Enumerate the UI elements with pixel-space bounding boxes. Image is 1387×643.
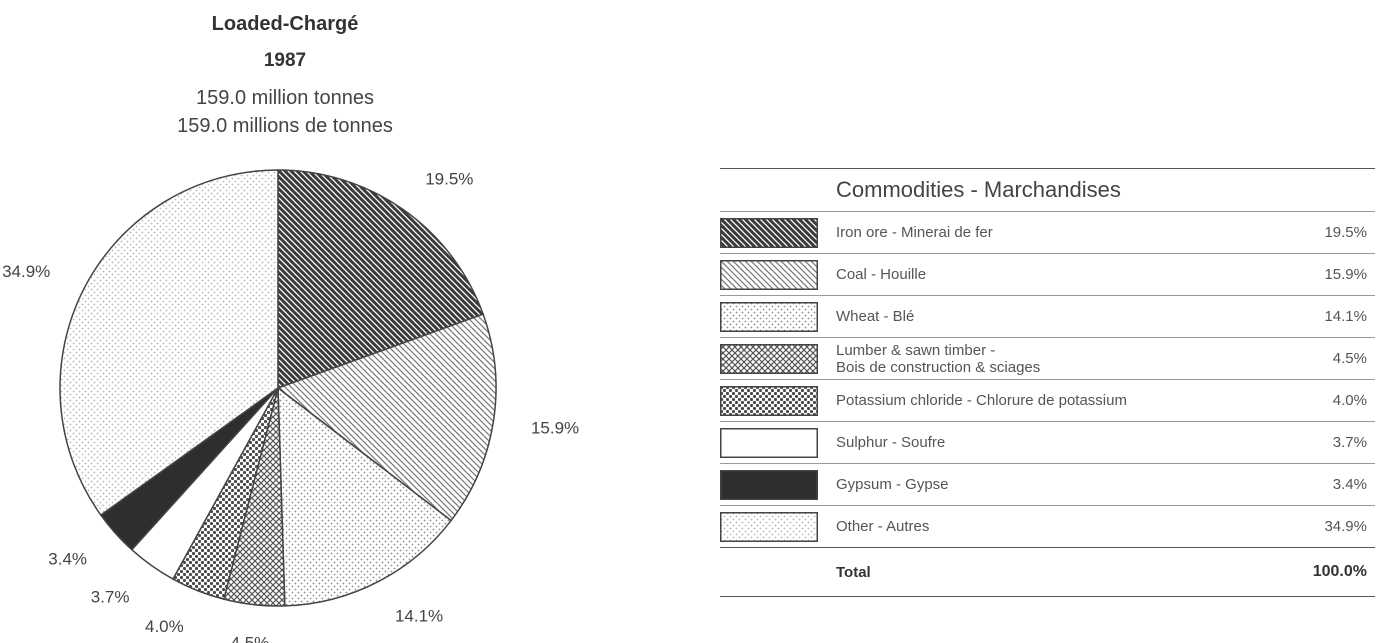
legend-swatch — [720, 469, 818, 500]
total-value: 100.0% — [1312, 563, 1367, 580]
legend-swatch — [720, 217, 818, 248]
legend-row: Coal - Houille 15.9% — [720, 253, 1375, 295]
data-label: 34.9% — [2, 262, 50, 281]
legend-label: Iron ore - Minerai de fer — [836, 224, 993, 241]
pie-slice — [277, 169, 485, 390]
legend-value: 19.5% — [1324, 224, 1367, 241]
legend-label: Other - Autres — [836, 518, 930, 535]
pie-slice — [59, 169, 279, 517]
legend-value: 3.4% — [1332, 476, 1367, 493]
legend-title: Commodities - Marchandises — [836, 177, 1121, 202]
legend-swatch — [720, 385, 818, 416]
legend-swatch — [720, 301, 818, 332]
legend-label: Wheat - Blé — [836, 308, 915, 325]
chart-title: Loaded-Chargé — [212, 13, 359, 35]
legend-value: 14.1% — [1324, 308, 1367, 325]
data-label: 3.4% — [48, 549, 87, 568]
legend-label: Lumber & sawn timber - Bois de construct… — [836, 341, 1041, 376]
legend-swatch — [720, 259, 818, 290]
legend-row: Lumber & sawn timber - Bois de construct… — [720, 337, 1375, 379]
legend-swatch — [720, 427, 818, 458]
legend-value: 4.0% — [1332, 392, 1367, 409]
legend-row: Gypsum - Gypse 3.4% — [720, 463, 1375, 505]
subtitle: 159.0 million tonnes — [196, 87, 374, 109]
legend-swatch — [720, 511, 818, 542]
legend-value: 15.9% — [1324, 266, 1367, 283]
legend-value: 34.9% — [1324, 518, 1367, 535]
legend-label: Potassium chloride - Chlorure de potassi… — [836, 392, 1127, 409]
data-label: 4.0% — [145, 617, 184, 636]
legend-value: 3.7% — [1332, 434, 1367, 451]
data-label: 4.5% — [231, 633, 270, 643]
data-label: 19.5% — [425, 170, 473, 189]
chart: Loaded-Chargé 1987 159.0 million tonnes … — [2, 13, 579, 643]
pie-slice — [277, 386, 453, 607]
legend-row: Other - Autres 34.9% — [720, 505, 1375, 547]
data-label: 15.9% — [531, 418, 579, 437]
legend-row: Iron ore - Minerai de fer 19.5% — [720, 211, 1375, 253]
total-label: Total — [836, 563, 871, 581]
legend-value: 4.5% — [1332, 350, 1367, 367]
legend-label: Gypsum - Gypse — [836, 476, 949, 493]
subtitle: 1987 — [264, 50, 306, 71]
subtitle: 159.0 millions de tonnes — [177, 115, 393, 137]
legend-label: Coal - Houille — [836, 266, 927, 283]
legend-label: Sulphur - Soufre — [836, 434, 946, 451]
legend-row: Wheat - Blé 14.1% — [720, 295, 1375, 337]
data-label: 14.1% — [395, 607, 443, 626]
legend-swatch — [720, 343, 818, 374]
legend-row: Sulphur - Soufre 3.7% — [720, 421, 1375, 463]
legend-row: Potassium chloride - Chlorure de potassi… — [720, 379, 1375, 421]
pie-slice — [276, 313, 497, 522]
total-row: Total 100.0% — [720, 547, 1375, 597]
legend: Commodities - Marchandises Iron ore - Mi… — [720, 168, 1375, 597]
data-label: 3.7% — [91, 588, 130, 607]
